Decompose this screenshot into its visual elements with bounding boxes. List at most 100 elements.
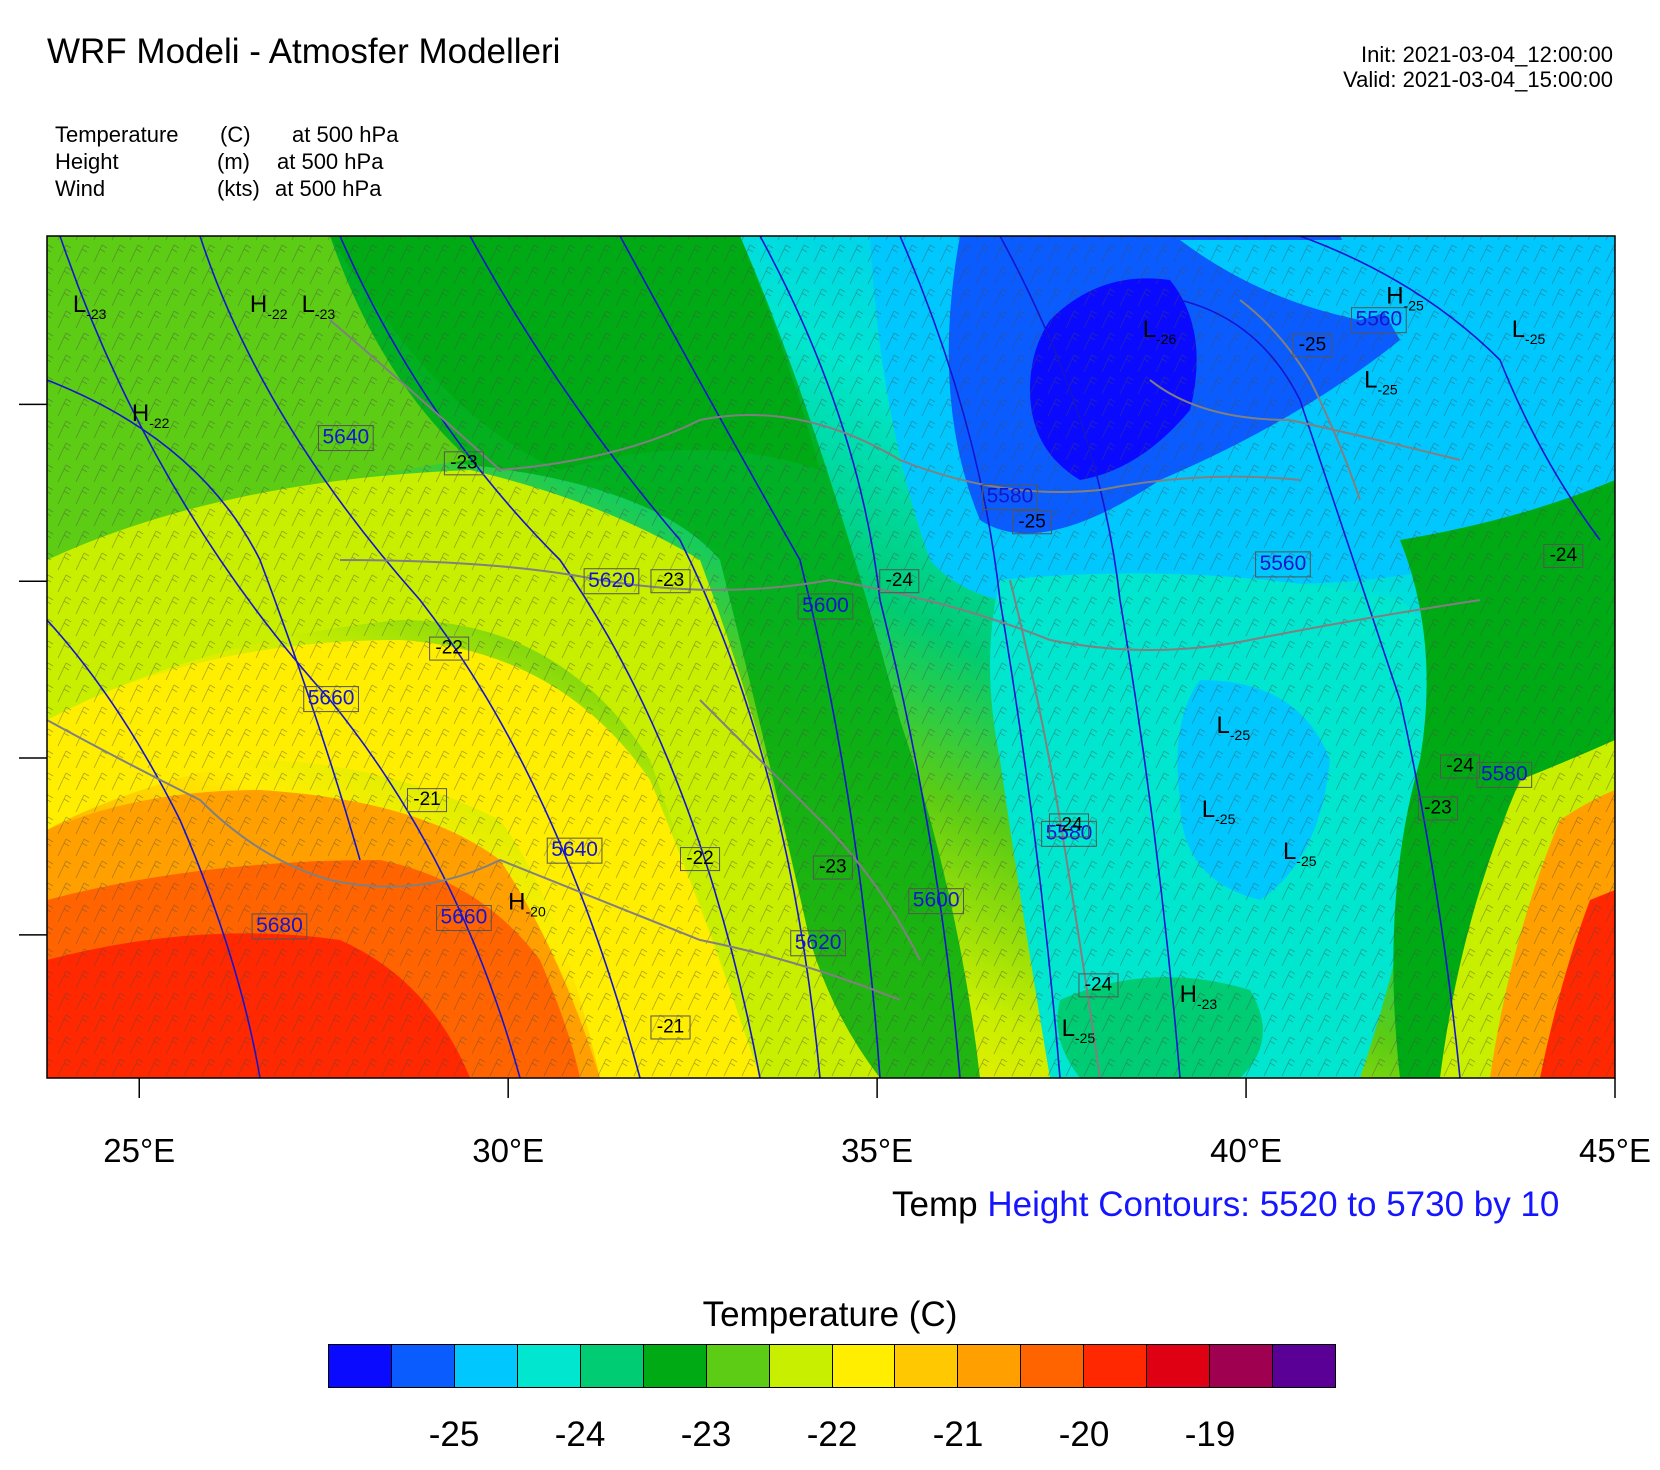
- temp-caption: Temp: [892, 1185, 978, 1224]
- svg-text:5660: 5660: [441, 906, 488, 929]
- temp-contour-label: -23: [1417, 796, 1458, 821]
- field-unit: (C): [220, 122, 251, 147]
- svg-text:-23: -23: [450, 452, 477, 473]
- temp-contour-label: -23: [443, 451, 484, 476]
- colorbar-tick-label: -23: [680, 1415, 732, 1454]
- field-name: Temperature: [55, 122, 179, 147]
- height-contour-label: 5580: [1041, 820, 1097, 847]
- temp-contour-label: -22: [679, 847, 721, 872]
- colorbar-segment: [329, 1345, 392, 1387]
- svg-text:-25: -25: [1299, 334, 1326, 355]
- longitude-ticks: [138, 1078, 1616, 1098]
- svg-text:5640: 5640: [322, 426, 369, 449]
- height-contour-label: 5580: [982, 484, 1038, 511]
- map-frame: [46, 235, 1616, 1079]
- temp-contour-label: -24: [1078, 973, 1119, 998]
- svg-text:-23: -23: [1424, 798, 1451, 819]
- temp-contour-label: -24: [1440, 754, 1481, 779]
- svg-text:-25: -25: [1018, 511, 1045, 532]
- run-info: Init: 2021-03-04_12:00:00 Valid: 2021-03…: [1343, 42, 1613, 92]
- height-contour-label: 5640: [546, 837, 603, 864]
- height-contour-label: 5620: [583, 568, 640, 595]
- field-row-wind: Wind (kts) at 500 hPa: [55, 176, 381, 202]
- svg-text:5580: 5580: [1481, 762, 1528, 785]
- height-contour-label: 5640: [317, 425, 374, 452]
- colorbar-segment: [391, 1345, 455, 1387]
- height-label-layer: 5640 5620 5600 5660 5640 5680 5660 5620 5600 5580…: [251, 307, 1533, 957]
- temp-contour-label: -24: [1048, 813, 1089, 838]
- colorbar-segment: [1021, 1345, 1085, 1387]
- colorbar-segment: [1273, 1345, 1335, 1387]
- temp-label-layer: -23 -23 -24 -25 -22 -21 -22 -23 -21 -24 -24 -25 -24 -…: [406, 333, 1584, 1040]
- colorbar-segment: [895, 1345, 959, 1387]
- height-contour-label: 5600: [797, 593, 854, 620]
- colorbar-segment: [958, 1345, 1022, 1387]
- colorbar-tick-label: -20: [1058, 1415, 1110, 1454]
- height-contour-label: 5600: [908, 888, 965, 915]
- low-marker: L-23: [302, 291, 336, 322]
- svg-text:-23: -23: [819, 857, 846, 878]
- height-contours: [47, 236, 1601, 1078]
- colorbar-segment: [1084, 1345, 1148, 1387]
- field-row-height: Height (m) at 500 hPa: [55, 149, 383, 175]
- svg-text:5600: 5600: [913, 889, 960, 912]
- svg-text:-23: -23: [657, 570, 684, 591]
- field-level: at 500 hPa: [277, 149, 384, 174]
- field-level: at 500 hPa: [292, 122, 399, 147]
- temperature-fill: [47, 236, 1615, 1078]
- svg-text:-22: -22: [686, 848, 713, 869]
- high-marker: H-20: [508, 889, 546, 920]
- low-marker: L-25: [1512, 316, 1546, 347]
- low-marker: L-25: [1364, 367, 1398, 398]
- svg-text:5640: 5640: [551, 838, 598, 861]
- colorbar-segment: [1147, 1345, 1211, 1387]
- height-contour-label: 5680: [251, 913, 308, 940]
- field-name: Height: [55, 149, 119, 174]
- height-contour-label: 5560: [1351, 307, 1407, 334]
- lon-tick-label: 45°E: [1579, 1132, 1651, 1169]
- high-marker: H-22: [132, 400, 170, 431]
- svg-text:-21: -21: [413, 789, 440, 810]
- field-name: Wind: [55, 176, 106, 201]
- height-contour-label: 5580: [1476, 761, 1533, 788]
- colorbar-title: Temperature (C): [702, 1295, 958, 1334]
- low-marker: L-26: [1143, 316, 1177, 347]
- colorbar-tick-label: -22: [806, 1415, 858, 1454]
- low-marker: L-25: [1062, 1015, 1096, 1046]
- colorbar-segment: [1210, 1345, 1274, 1387]
- low-marker: L-25: [1217, 712, 1251, 743]
- field-row-temperature: Temperature (C) at 500 hPa: [55, 122, 398, 148]
- low-marker: L-25: [1283, 838, 1317, 869]
- lon-tick-label: 40°E: [1210, 1132, 1283, 1169]
- temp-contour-label: -24: [1543, 543, 1584, 568]
- height-caption: Height Contours: 5520 to 5730 by 10: [987, 1185, 1560, 1224]
- svg-text:5580: 5580: [1046, 821, 1093, 844]
- colorbar-tick-label: -24: [554, 1415, 606, 1454]
- high-marker: H-23: [1180, 981, 1218, 1012]
- svg-text:-24: -24: [1446, 755, 1474, 776]
- colorbar-tick-label: -19: [1184, 1415, 1236, 1454]
- svg-text:-24: -24: [1550, 545, 1578, 566]
- high-marker: H-22: [250, 291, 288, 322]
- colorbar-segment: [643, 1345, 707, 1387]
- svg-text:-24: -24: [886, 570, 914, 591]
- latitude-ticks: [19, 403, 47, 936]
- colorbar-segment: [769, 1345, 833, 1387]
- colorbar-segment: [580, 1345, 644, 1387]
- svg-text:5600: 5600: [802, 594, 849, 617]
- temp-contour-label: -25: [1012, 510, 1053, 535]
- temp-contour-label: -24: [879, 569, 920, 594]
- temp-contour-label: -21: [650, 1015, 691, 1040]
- colorbar-segment: [832, 1345, 896, 1387]
- high-marker: H-25: [1386, 282, 1424, 313]
- svg-text:5560: 5560: [1356, 308, 1403, 331]
- height-contour-label: 5660: [436, 905, 492, 932]
- svg-text:5680: 5680: [256, 914, 303, 937]
- colorbar-segment: [517, 1345, 581, 1387]
- svg-text:-22: -22: [435, 638, 462, 659]
- field-level: at 500 hPa: [275, 176, 382, 201]
- country-borders: [47, 299, 1481, 1078]
- svg-text:-21: -21: [657, 1016, 684, 1037]
- field-unit: (kts): [217, 176, 260, 201]
- init-time: Init: 2021-03-04_12:00:00: [1361, 42, 1613, 67]
